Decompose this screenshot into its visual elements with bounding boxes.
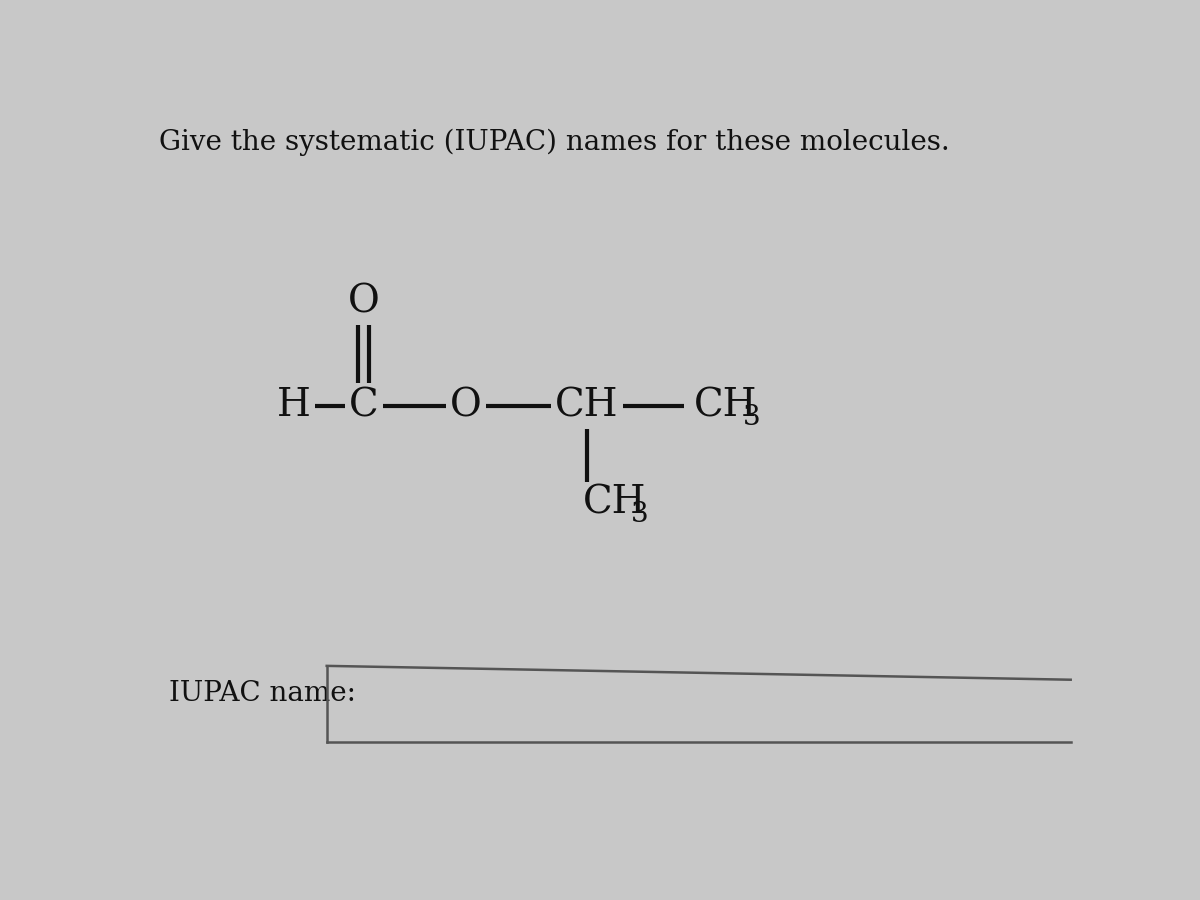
Text: 3: 3 <box>631 500 648 527</box>
Text: H: H <box>277 388 311 425</box>
Text: CH: CH <box>556 388 619 425</box>
Text: O: O <box>450 388 482 425</box>
Text: Give the systematic (IUPAC) names for these molecules.: Give the systematic (IUPAC) names for th… <box>160 129 950 156</box>
Text: O: O <box>348 284 379 320</box>
Text: CH: CH <box>582 484 646 521</box>
Text: IUPAC name:: IUPAC name: <box>168 680 355 707</box>
Text: 3: 3 <box>743 403 760 430</box>
Text: CH: CH <box>694 388 757 425</box>
Text: C: C <box>349 388 379 425</box>
